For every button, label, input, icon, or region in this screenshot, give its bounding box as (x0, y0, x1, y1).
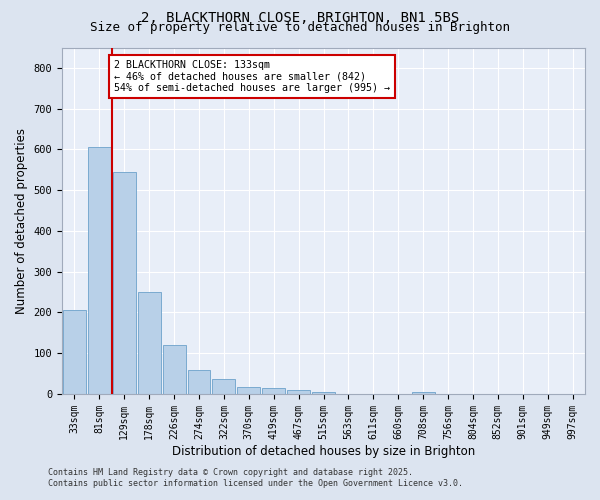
Text: Contains HM Land Registry data © Crown copyright and database right 2025.
Contai: Contains HM Land Registry data © Crown c… (48, 468, 463, 487)
Bar (262, 388, 285, 394)
Bar (188, 370, 211, 394)
Bar (212, 379, 235, 394)
Bar (138, 292, 161, 394)
X-axis label: Distribution of detached houses by size in Brighton: Distribution of detached houses by size … (172, 444, 475, 458)
Bar (88, 148, 111, 394)
Bar (63, 310, 86, 394)
Text: Size of property relative to detached houses in Brighton: Size of property relative to detached ho… (90, 22, 510, 35)
Bar (312, 392, 335, 394)
Text: 2, BLACKTHORN CLOSE, BRIGHTON, BN1 5BS: 2, BLACKTHORN CLOSE, BRIGHTON, BN1 5BS (141, 11, 459, 25)
Y-axis label: Number of detached properties: Number of detached properties (15, 128, 28, 314)
Text: 2 BLACKTHORN CLOSE: 133sqm
← 46% of detached houses are smaller (842)
54% of sem: 2 BLACKTHORN CLOSE: 133sqm ← 46% of deta… (115, 60, 391, 93)
Bar (163, 345, 185, 394)
Bar (113, 172, 136, 394)
Bar (412, 392, 434, 394)
Bar (238, 387, 260, 394)
Bar (287, 390, 310, 394)
